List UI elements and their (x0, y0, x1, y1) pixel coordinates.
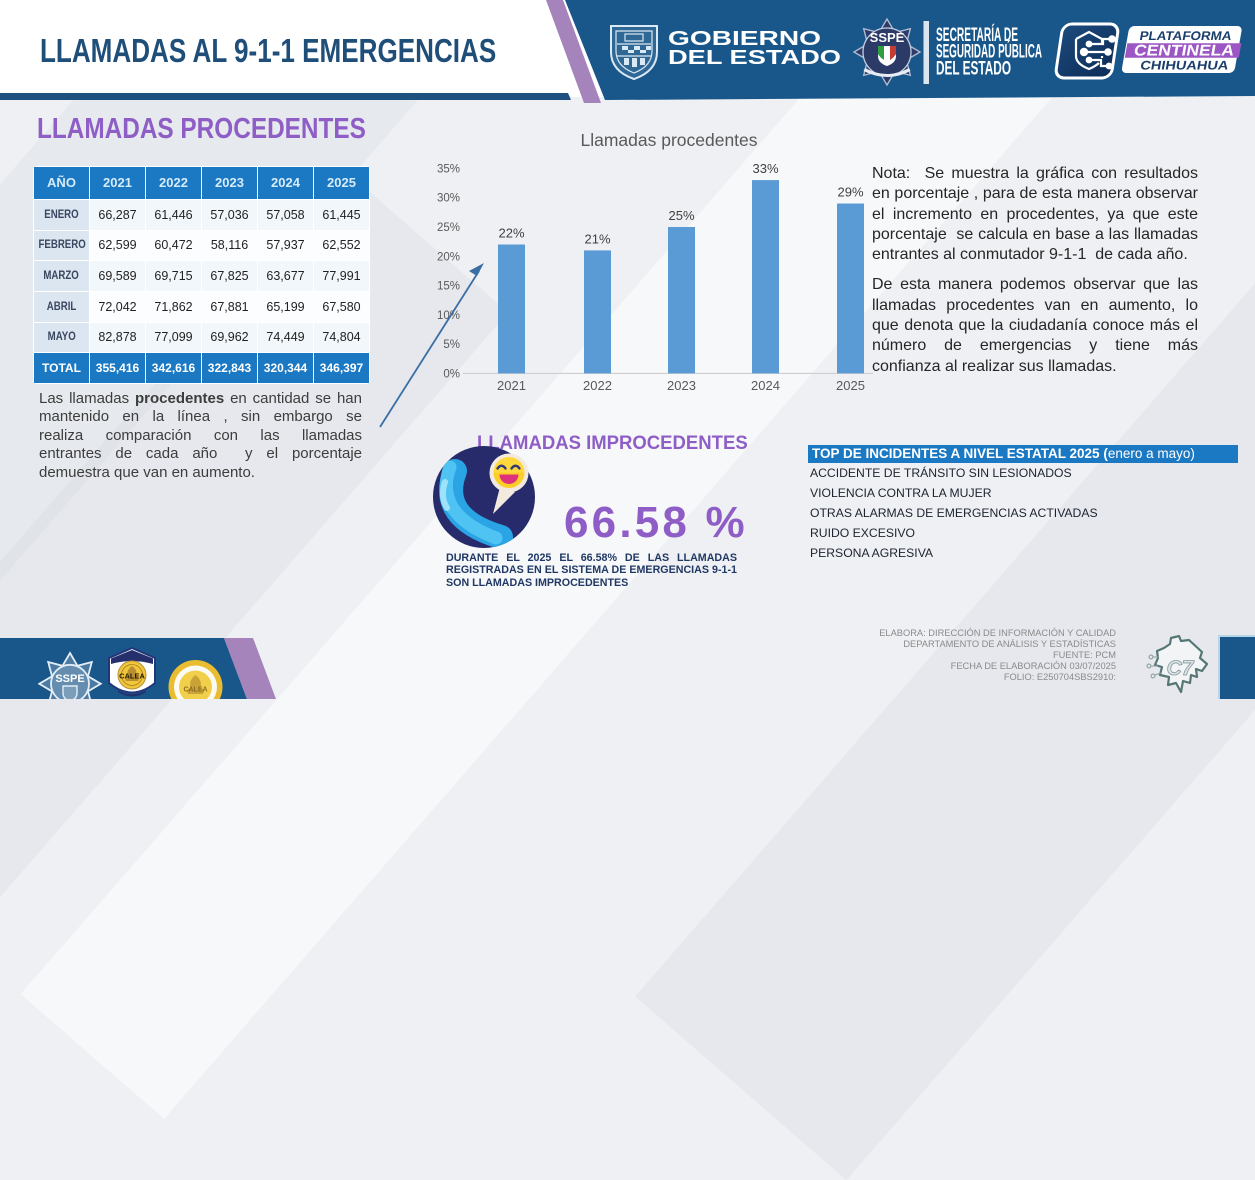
svg-text:0%: 0% (443, 368, 460, 380)
svg-text:SSPE: SSPE (870, 30, 905, 45)
svg-text:29%: 29% (837, 185, 863, 200)
svg-text:SSPE: SSPE (55, 673, 84, 685)
svg-text:22%: 22% (498, 226, 524, 241)
svg-text:SEGURIDAD PÚBLICA: SEGURIDAD PÚBLICA (936, 41, 1042, 63)
svg-text:DEL ESTADO: DEL ESTADO (668, 47, 841, 69)
svg-text:2025: 2025 (836, 378, 865, 393)
svg-text:Llamadas procedentes: Llamadas procedentes (580, 130, 757, 150)
svg-text:SECRETARÍA DE: SECRETARÍA DE (936, 24, 1018, 46)
svg-text:CALEA: CALEA (183, 687, 207, 694)
svg-text:33%: 33% (752, 161, 778, 176)
svg-text:21%: 21% (584, 231, 610, 246)
svg-text:C7: C7 (1167, 657, 1195, 680)
svg-text:10%: 10% (437, 310, 460, 322)
svg-text:CALEA: CALEA (119, 672, 145, 681)
svg-text:35%: 35% (437, 163, 460, 175)
svg-text:25%: 25% (437, 222, 460, 234)
svg-text:DEL ESTADO: DEL ESTADO (936, 58, 1011, 79)
svg-text:2023: 2023 (667, 378, 696, 393)
svg-text:25%: 25% (668, 208, 694, 223)
svg-text:CENTINELA: CENTINELA (1133, 42, 1236, 59)
svg-text:GOBIERNO: GOBIERNO (668, 28, 821, 50)
svg-text:5%: 5% (443, 339, 460, 351)
svg-text:2022: 2022 (583, 378, 612, 393)
svg-text:20%: 20% (437, 251, 460, 263)
svg-text:2024: 2024 (751, 378, 780, 393)
svg-text:2021: 2021 (497, 378, 526, 393)
svg-text:30%: 30% (437, 193, 460, 205)
svg-text:15%: 15% (437, 281, 460, 293)
svg-text:CHIHUAHUA: CHIHUAHUA (1139, 59, 1229, 73)
svg-text:PLATAFORMA: PLATAFORMA (1138, 29, 1232, 43)
